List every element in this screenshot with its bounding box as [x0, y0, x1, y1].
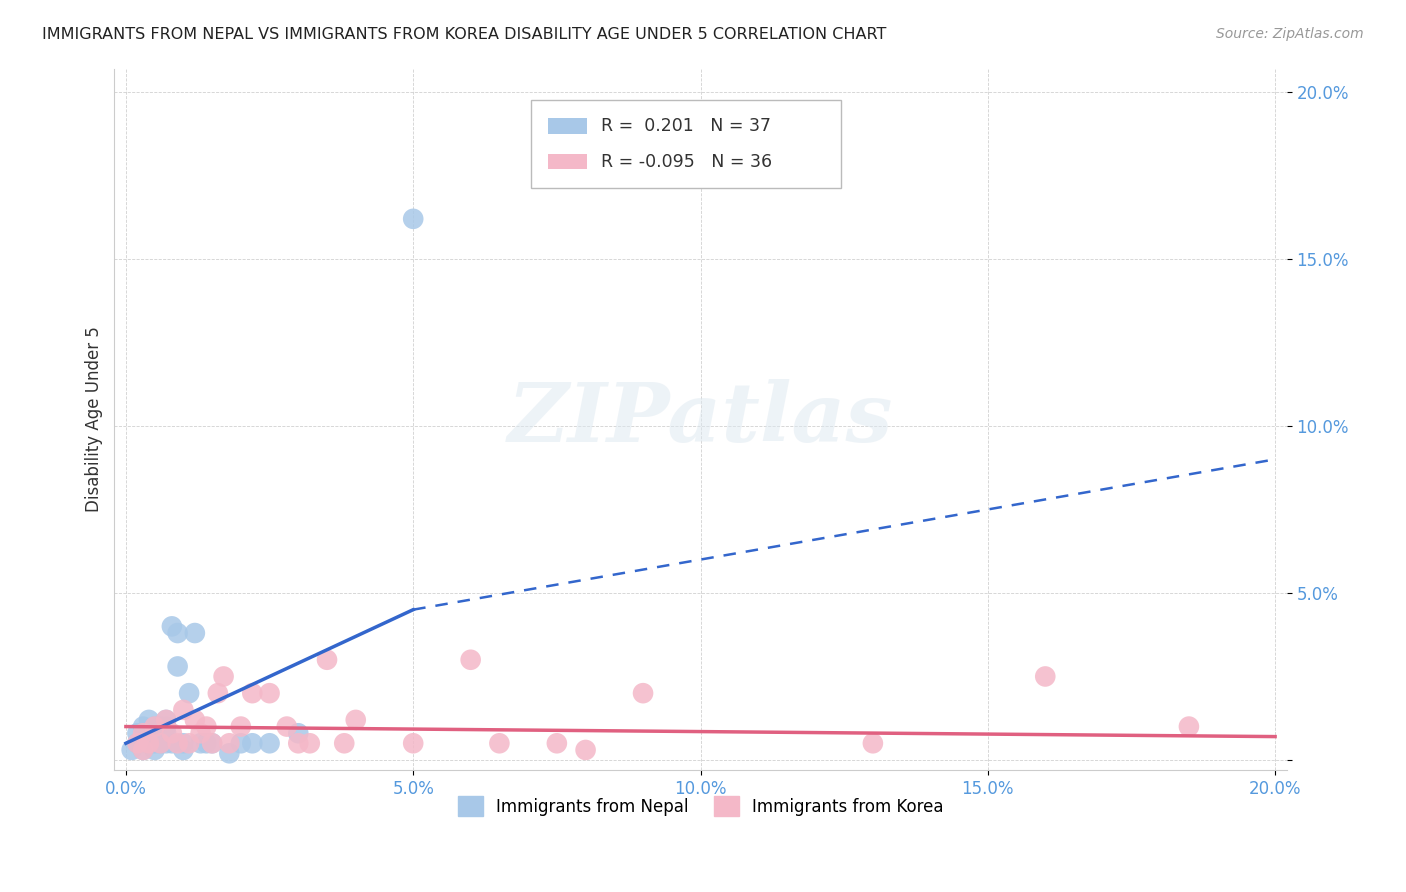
Bar [548, 119, 586, 134]
Point [229, 736, 252, 750]
Point [229, 720, 252, 734]
Point [240, 736, 263, 750]
Point [190, 736, 212, 750]
Point [207, 686, 229, 700]
Point [149, 736, 172, 750]
Point [132, 743, 155, 757]
Point [201, 736, 224, 750]
Point [166, 626, 188, 640]
Point [155, 736, 177, 750]
Text: IMMIGRANTS FROM NEPAL VS IMMIGRANTS FROM KOREA DISABILITY AGE UNDER 5 CORRELATIO: IMMIGRANTS FROM NEPAL VS IMMIGRANTS FROM… [42, 27, 887, 42]
Point [127, 726, 149, 740]
Point [316, 653, 339, 667]
Point [259, 686, 281, 700]
Point [155, 720, 177, 734]
Point [402, 211, 425, 226]
Point [212, 669, 235, 683]
Point [132, 743, 155, 757]
Text: R =  0.201   N = 37: R = 0.201 N = 37 [600, 117, 770, 136]
Legend: Immigrants from Nepal, Immigrants from Korea: Immigrants from Nepal, Immigrants from K… [450, 788, 952, 825]
Point [460, 653, 482, 667]
Point [190, 726, 212, 740]
Point [240, 686, 263, 700]
Point [149, 736, 172, 750]
Text: Source: ZipAtlas.com: Source: ZipAtlas.com [1216, 27, 1364, 41]
Point [143, 720, 166, 734]
Point [218, 736, 240, 750]
Point [138, 736, 160, 750]
Text: ZIPatlas: ZIPatlas [508, 379, 893, 459]
Point [138, 726, 160, 740]
Point [195, 720, 218, 734]
Point [160, 736, 183, 750]
Point [127, 736, 149, 750]
Point [179, 686, 201, 700]
Point [143, 736, 166, 750]
Point [138, 713, 160, 727]
Point [127, 736, 149, 750]
Point [155, 713, 177, 727]
Point [287, 726, 309, 740]
Point [172, 703, 194, 717]
Point [149, 720, 172, 734]
Text: R = -0.095   N = 36: R = -0.095 N = 36 [600, 153, 772, 170]
Point [631, 686, 654, 700]
Point [143, 743, 166, 757]
Point [143, 720, 166, 734]
Point [166, 736, 188, 750]
Point [546, 736, 568, 750]
Point [276, 720, 298, 734]
Point [149, 726, 172, 740]
Point [138, 736, 160, 750]
Point [160, 726, 183, 740]
Point [172, 736, 194, 750]
Point [1033, 669, 1056, 683]
Point [1178, 720, 1201, 734]
Point [172, 743, 194, 757]
Point [179, 736, 201, 750]
Point [201, 736, 224, 750]
Point [195, 736, 218, 750]
Point [402, 736, 425, 750]
Point [155, 713, 177, 727]
Point [184, 713, 207, 727]
Point [344, 713, 367, 727]
Point [259, 736, 281, 750]
Point [287, 736, 309, 750]
Point [298, 736, 321, 750]
Point [218, 747, 240, 761]
Point [160, 619, 183, 633]
Point [155, 726, 177, 740]
Point [574, 743, 596, 757]
Point [132, 733, 155, 747]
Bar [548, 154, 586, 169]
Point [862, 736, 884, 750]
Point [121, 743, 143, 757]
Point [132, 726, 155, 740]
FancyBboxPatch shape [530, 100, 841, 188]
Point [132, 720, 155, 734]
Point [333, 736, 356, 750]
Point [143, 730, 166, 744]
Point [488, 736, 510, 750]
Point [184, 626, 207, 640]
Y-axis label: Disability Age Under 5: Disability Age Under 5 [86, 326, 103, 512]
Point [166, 659, 188, 673]
